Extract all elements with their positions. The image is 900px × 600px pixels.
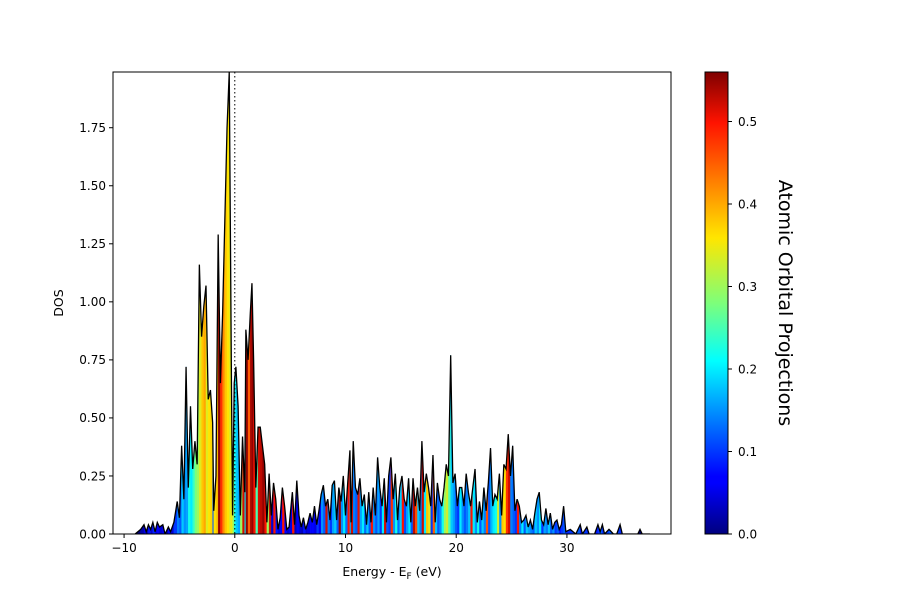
y-tick-label: 1.25: [79, 237, 106, 251]
x-axis-ticks: −10 0 10 20 30: [111, 534, 575, 555]
x-axis-label: Energy - EF (eV): [342, 564, 441, 582]
dos-fill-segment: [459, 487, 462, 534]
y-tick-label: 0.25: [79, 469, 106, 483]
dos-fill-segment: [494, 494, 498, 534]
x-tick-label: −10: [111, 541, 136, 555]
y-tick-label: 1.50: [79, 179, 106, 193]
plot-frame: [112, 71, 672, 535]
colorbar-tick-label: 0.0: [738, 527, 757, 541]
x-tick-label: 0: [231, 541, 239, 555]
dos-fill-segment: [503, 464, 507, 534]
y-tick-label: 0.75: [79, 353, 106, 367]
x-tick-label: 20: [449, 541, 464, 555]
x-tick-label: 10: [338, 541, 353, 555]
dos-fill-segment: [208, 390, 211, 534]
colorbar: [705, 72, 728, 534]
colorbar-tick-label: 0.2: [738, 362, 757, 376]
dos-fill-group: [134, 72, 650, 534]
dos-series-line: [134, 72, 650, 534]
dos-fill-segment: [201, 306, 204, 534]
dos-fill-segment: [203, 285, 207, 534]
colorbar-tick-label: 0.5: [738, 115, 757, 129]
y-tick-label: 1.00: [79, 295, 106, 309]
y-tick-label: 0.50: [79, 411, 106, 425]
x-tick-label: 30: [559, 541, 574, 555]
colorbar-tick-label: 0.4: [738, 197, 757, 211]
colorbar-label: Atomic Orbital Projections: [774, 180, 796, 426]
colorbar-frame: [704, 71, 729, 535]
colorbar-ticks: 0.0 0.1 0.2 0.3 0.4 0.5: [728, 115, 757, 541]
y-axis-label: DOS: [51, 289, 66, 316]
dos-fill-segment: [257, 427, 261, 534]
y-tick-label: 1.75: [79, 121, 106, 135]
colorbar-tick-label: 0.3: [738, 280, 757, 294]
y-axis-ticks: 0.00 0.25 0.50 0.75 1.00 1.25 1.50 1.75: [79, 121, 113, 541]
colorbar-tick-label: 0.1: [738, 445, 757, 459]
dos-fill-segment: [226, 72, 230, 534]
y-tick-label: 0.00: [79, 527, 106, 541]
